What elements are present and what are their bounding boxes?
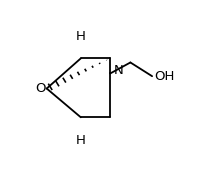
Text: OH: OH [154, 70, 175, 83]
Text: H: H [76, 30, 86, 43]
Text: O: O [35, 82, 46, 95]
Text: H: H [76, 134, 86, 147]
Text: N: N [113, 64, 123, 77]
